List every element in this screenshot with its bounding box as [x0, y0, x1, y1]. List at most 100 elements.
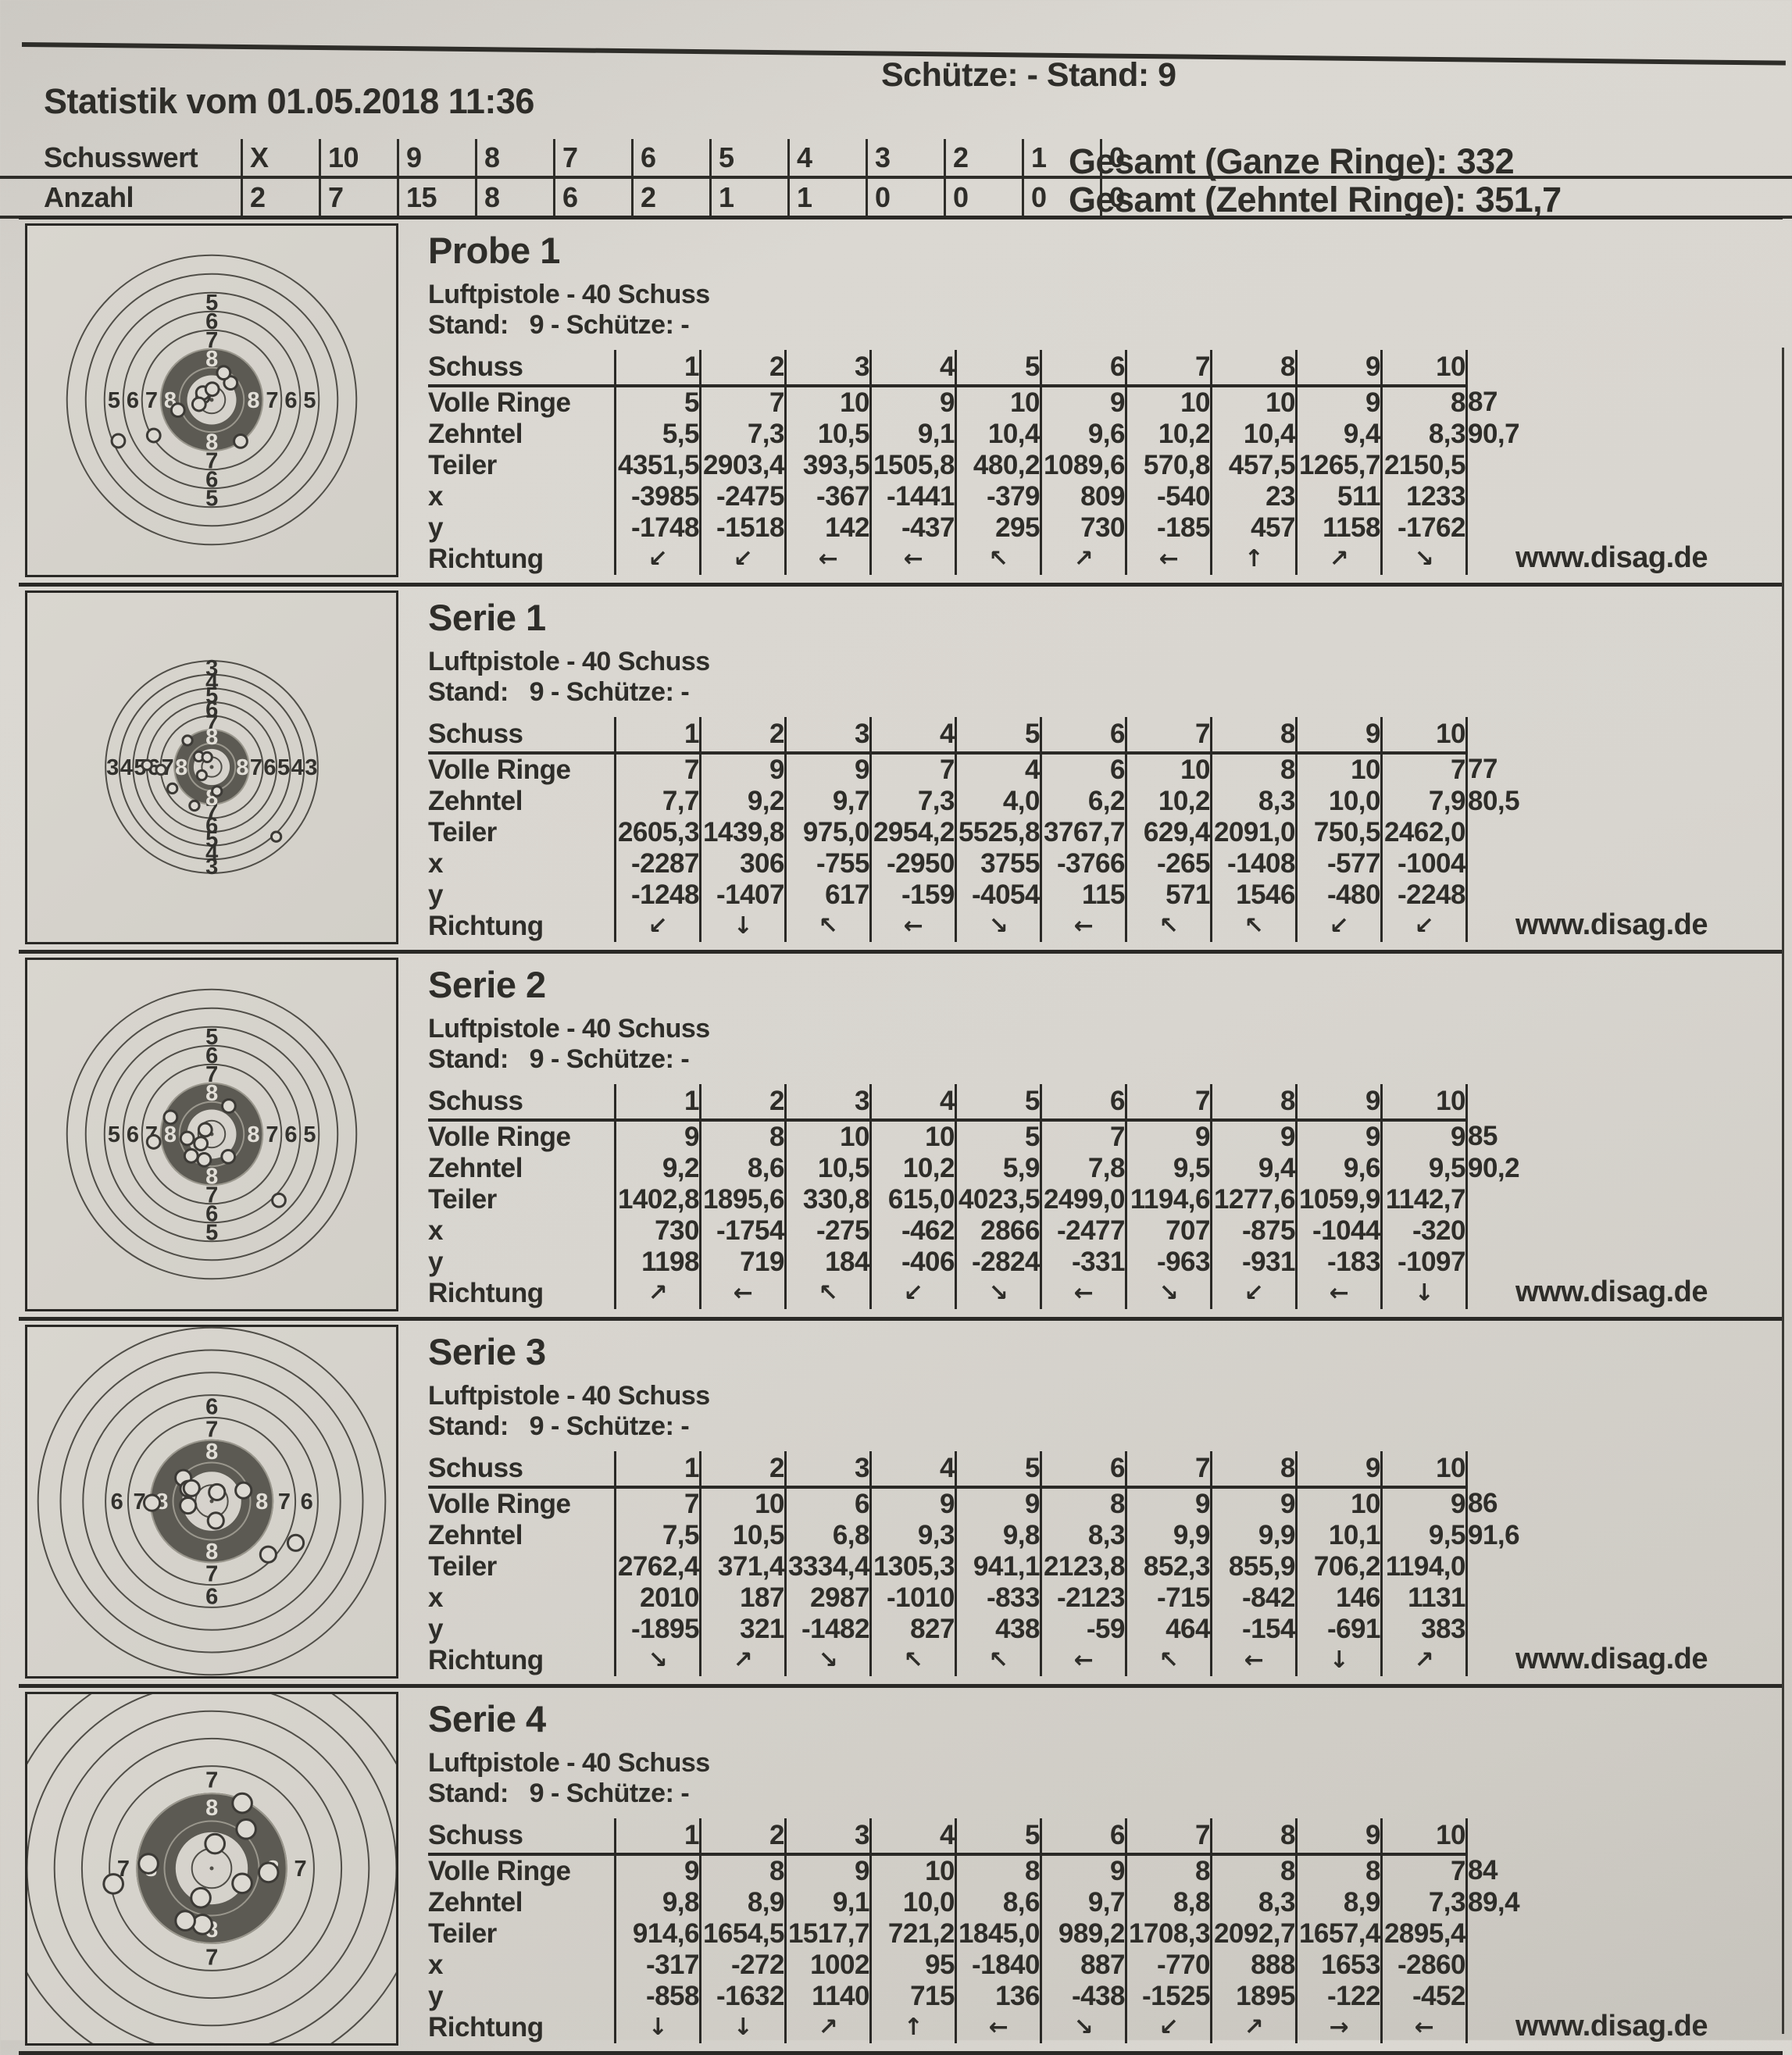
ring-label-5: 5 — [205, 1025, 218, 1050]
value-cell: 9 — [1126, 1120, 1212, 1153]
value-cell: 3767,7 — [1041, 817, 1127, 848]
value-cell: 1439,8 — [700, 817, 787, 848]
summary-cell: 2 — [631, 179, 709, 216]
value-cell: 383 — [1381, 1614, 1468, 1645]
value-cell: 10,4 — [955, 419, 1042, 450]
row-label: y — [428, 512, 616, 544]
value-cell: 852,3 — [1126, 1551, 1212, 1582]
value-cell: 6 — [1041, 1451, 1127, 1489]
value-cell: 7 — [1126, 717, 1212, 755]
value-cell: -1407 — [700, 879, 787, 911]
ring-circle-3 — [66, 254, 358, 546]
value-cell: 9 — [700, 753, 787, 786]
direction-arrow: ↗ — [1041, 544, 1127, 575]
section-title: Serie 4 — [428, 1698, 546, 1739]
table-row: Schuss 1 2 3 4 5 6 7 8 9 10 — [428, 717, 1578, 755]
value-cell: 7,3 — [1381, 1887, 1468, 1918]
sum-cell — [1467, 717, 1578, 753]
direction-arrow: ↑ — [1211, 544, 1298, 575]
value-cell: 10 — [785, 386, 872, 419]
ring-label-6: 6 — [205, 1585, 218, 1610]
direction-arrow: ↘ — [1126, 1278, 1212, 1309]
value-cell: 8,3 — [1381, 419, 1468, 450]
value-cell: 9,1 — [870, 419, 957, 450]
shot-hole — [220, 1148, 237, 1165]
table-row: x 2010 187 2987 -1010 -833 -2123 -715 -842 146 113… — [428, 1582, 1577, 1614]
value-cell: 7 — [1126, 1451, 1212, 1489]
value-cell: 5,9 — [955, 1153, 1042, 1184]
sum-cell — [1467, 1582, 1578, 1614]
ring-circle-5 — [103, 291, 320, 508]
row-label: Teiler — [428, 450, 616, 481]
ring-label-8: 8 — [205, 1440, 218, 1465]
value-cell: -3985 — [615, 481, 701, 512]
value-cell: 457 — [1211, 512, 1298, 544]
section-subtitle2: Stand: 9 - Schütze: - — [428, 1411, 690, 1441]
table-row: y -858 -1632 1140 715 136 -438 -1525 1895 -122 -45… — [428, 1981, 1577, 2012]
value-cell: 1895,6 — [700, 1184, 787, 1215]
ring-label-8: 8 — [255, 1490, 268, 1514]
value-cell: 9 — [615, 1120, 701, 1153]
value-cell: 10 — [1381, 717, 1468, 755]
value-cell: 95 — [870, 1950, 957, 1981]
table-row: Zehntel 5,5 7,3 10,5 9,1 10,4 9,6 10,2 10,4 9,4 8,… — [428, 419, 1577, 450]
shot-hole — [286, 1533, 305, 1552]
sum-cell — [1467, 817, 1578, 848]
ring-label-8: 8 — [164, 1122, 177, 1147]
sum-cell — [1467, 512, 1578, 544]
value-cell: 9,8 — [615, 1887, 701, 1918]
sum-cell — [1467, 1981, 1578, 2012]
value-cell: 9 — [615, 1854, 701, 1887]
value-cell: -755 — [785, 848, 872, 879]
direction-arrow: ↗ — [785, 2012, 872, 2043]
value-cell: 8,3 — [1041, 1520, 1127, 1551]
value-cell: 10,5 — [700, 1520, 787, 1551]
value-cell: 2987 — [785, 1582, 872, 1614]
value-cell: 4 — [870, 1084, 957, 1122]
shot-hole — [182, 1479, 201, 1497]
shot-hole — [259, 1545, 277, 1564]
summary-cell: 0 — [1100, 179, 1178, 216]
row-label: Volle Ringe — [428, 1487, 616, 1520]
website-link: www.disag.de — [1515, 1643, 1708, 1675]
value-cell: 750,5 — [1296, 817, 1383, 848]
row-label: x — [428, 1215, 616, 1247]
shot-hole — [190, 1886, 212, 1909]
shot-hole — [271, 1192, 287, 1208]
value-cell: 941,1 — [955, 1551, 1042, 1582]
value-cell: 5 — [955, 1451, 1042, 1489]
direction-arrow: ↓ — [700, 2012, 787, 2043]
ring-circle-7 — [141, 1063, 283, 1205]
value-cell: 1194,6 — [1126, 1184, 1212, 1215]
ring-circle-5 — [82, 1372, 341, 1631]
direction-arrow: ↙ — [1296, 911, 1383, 942]
section-subtitle1: Luftpistole - 40 Schuss — [428, 1381, 710, 1411]
value-cell: 10 — [1381, 1451, 1468, 1489]
ring-circle-7 — [127, 1416, 297, 1586]
target-black-zone — [173, 729, 250, 805]
section-subtitle1: Luftpistole - 40 Schuss — [428, 647, 710, 676]
shot-hole — [145, 1134, 162, 1150]
ring-label-7: 7 — [266, 1122, 278, 1147]
value-cell: 7,9 — [1381, 786, 1468, 817]
value-cell: 10,4 — [1211, 419, 1298, 450]
ring-circle-6 — [122, 310, 302, 490]
value-cell: 6 — [785, 1487, 872, 1520]
value-cell: 8 — [1381, 386, 1468, 419]
value-cell: -1748 — [615, 512, 701, 544]
value-cell: -1632 — [700, 1981, 787, 2012]
summary-row2-label: Anzahl — [44, 180, 134, 213]
table-row: Schuss 1 2 3 4 5 6 7 8 9 10 — [428, 1818, 1577, 1856]
value-cell: 8 — [1211, 1818, 1298, 1856]
value-cell: 9,8 — [955, 1520, 1042, 1551]
value-cell: 2 — [700, 717, 787, 755]
value-cell: 5 — [955, 1818, 1042, 1856]
shot-hole — [195, 769, 208, 782]
shots-table: Schuss 1 2 3 4 5 6 7 8 9 10 Volle Ringe 7 10 6 9 9 8 9 9 10 9… — [428, 1451, 1577, 1676]
value-cell: 9,2 — [615, 1153, 701, 1184]
value-cell: 1546 — [1211, 879, 1298, 911]
value-cell: 1 — [615, 717, 701, 755]
value-cell: 730 — [1041, 512, 1127, 544]
summary-cell: 0 — [944, 179, 1022, 216]
value-cell: -2950 — [870, 848, 957, 879]
